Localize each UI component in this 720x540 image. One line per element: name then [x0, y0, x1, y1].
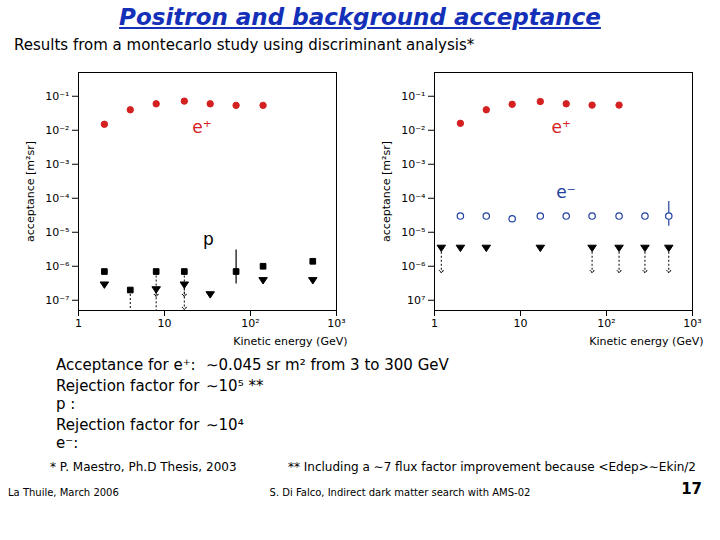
svg-text:10⁻²: 10⁻²	[401, 124, 425, 137]
html-text:∼0.045 sr m² from 3 to 300 GeV: ∼0.045 sr m² from 3 to 300 GeV	[206, 356, 449, 374]
svg-text:10⁻⁶: 10⁻⁶	[45, 260, 70, 273]
svg-text:Kinetic energy (GeV): Kinetic energy (GeV)	[233, 335, 347, 348]
svg-text:e⁺: e⁺	[192, 117, 211, 137]
svg-text:10⁻⁵: 10⁻⁵	[401, 226, 425, 239]
svg-text:10⁻⁴: 10⁻⁴	[401, 192, 426, 205]
svg-text:1: 1	[431, 317, 438, 330]
svg-text:10⁻¹: 10⁻¹	[45, 90, 69, 103]
svg-text:1: 1	[75, 317, 82, 330]
html-text:∼10⁵ **: ∼10⁵ **	[206, 377, 264, 395]
html-text:17: 17	[681, 480, 702, 498]
svg-text:acceptance [m²sr]: acceptance [m²sr]	[380, 141, 393, 242]
svg-text:10⁻⁵: 10⁻⁵	[45, 226, 69, 239]
svg-text:10⁻³: 10⁻³	[401, 158, 425, 171]
html-text:* P. Maestro, Ph.D Thesis, 200: * P. Maestro, Ph.D Thesis, 2003	[50, 460, 237, 474]
svg-text:10²: 10²	[597, 317, 615, 330]
svg-text:10: 10	[158, 317, 172, 330]
svg-text:10⁻²: 10⁻²	[45, 124, 69, 137]
svg-text:10⁻¹: 10⁻¹	[401, 90, 425, 103]
svg-text:10⁻⁶: 10⁻⁶	[401, 260, 426, 273]
html-text:S. Di Falco, Indirect dark mat: S. Di Falco, Indirect dark matter search…	[269, 487, 531, 498]
svg-text:Kinetic energy (GeV): Kinetic energy (GeV)	[589, 335, 703, 348]
svg-text:10: 10	[514, 317, 528, 330]
svg-text:e⁺: e⁺	[552, 117, 571, 137]
svg-text:10³: 10³	[327, 317, 345, 330]
html-text:Results from a montecarlo stud: Results from a montecarlo study using di…	[14, 36, 475, 54]
svg-text:10²: 10²	[241, 317, 259, 330]
svg-text:10⁻⁷: 10⁻⁷	[45, 294, 69, 307]
svg-text:acceptance [m²sr]: acceptance [m²sr]	[24, 141, 37, 242]
svg-text:10⁻⁴: 10⁻⁴	[45, 192, 70, 205]
html-text:La Thuile, March 2006: La Thuile, March 2006	[8, 487, 119, 498]
svg-text:10⁻³: 10⁻³	[45, 158, 69, 171]
html-text:Rejection factor for p :: Rejection factor for p :	[56, 377, 200, 413]
svg-text:10³: 10³	[683, 317, 701, 330]
html-text:Acceptance for e⁺:: Acceptance for e⁺:	[56, 356, 196, 374]
svg-text:p: p	[203, 229, 214, 249]
svg-text:e⁻: e⁻	[556, 182, 575, 202]
html-text:Positron and background accept: Positron and background acceptance	[119, 4, 601, 30]
html-text:Rejection factor for e⁻:: Rejection factor for e⁻:	[56, 416, 200, 452]
html-text:∼10⁴: ∼10⁴	[206, 416, 244, 434]
svg-text:10⁷: 10⁷	[407, 294, 425, 307]
html-text:** Including a ∼7 flux factor: ** Including a ∼7 flux factor improvemen…	[287, 460, 696, 474]
